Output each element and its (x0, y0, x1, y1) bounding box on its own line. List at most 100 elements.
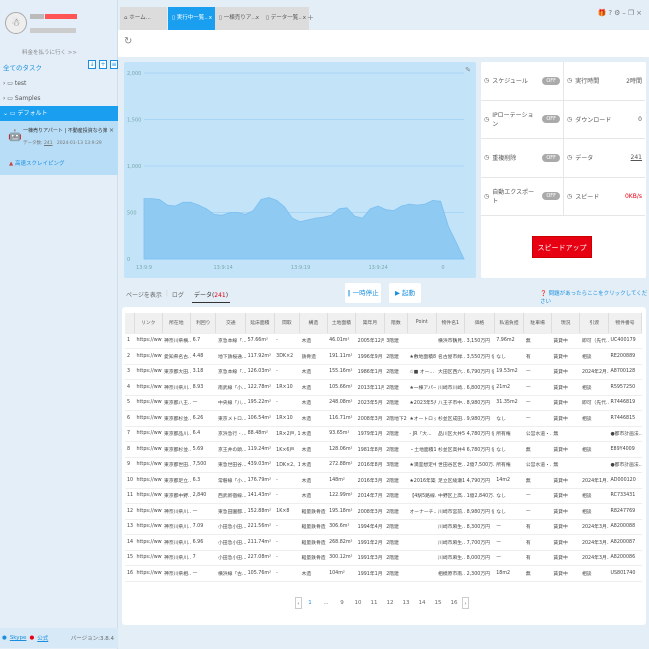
link-cell[interactable]: https://www... (134, 333, 163, 349)
all-tasks-label[interactable]: 全てのタスク (3, 64, 42, 72)
tab-task[interactable]: ▯ 一棟売りア... x (215, 7, 262, 30)
page-...[interactable]: ... (323, 600, 329, 606)
tree-node-test[interactable]: › ▭ test (3, 80, 27, 87)
page-12[interactable]: 12 (386, 600, 394, 606)
link-cell[interactable]: https://www... (134, 364, 163, 380)
tab-running[interactable]: ▯ 実行中一覧.. x (168, 7, 215, 30)
column-header[interactable]: 物件名1 (436, 313, 466, 334)
column-header[interactable]: 私道負担 (494, 313, 525, 334)
column-header[interactable]: 利回り (190, 313, 217, 334)
table-row[interactable]: 12https://www...神奈川県川...—東急田園都...152.88m… (125, 503, 642, 520)
table-row[interactable]: 1https://www...神奈川県横...6.7京急本線「...57.66m… (125, 333, 642, 349)
table-row[interactable]: 2https://www...愛知県名古...4.48地下鉄桜通...117.9… (125, 348, 642, 365)
help-link[interactable]: ❓ 問題があったらここをクリックしてください (540, 291, 648, 305)
table-row[interactable]: 16https://www...神奈川県相...—横浜線「古...105.76m… (125, 565, 642, 582)
table-row[interactable]: 4https://www...神奈川県川...8.93南武線「小...122.7… (125, 379, 642, 396)
next-page-button[interactable]: › (462, 597, 469, 609)
start-button[interactable]: ▶ 起動 (389, 283, 421, 303)
table-row[interactable]: 9https://www...東京都世田...7,500東急世田谷...439.… (125, 457, 642, 473)
link-cell[interactable]: https://www... (134, 488, 163, 504)
close-icon[interactable]: x (302, 15, 306, 21)
link-cell[interactable]: https://www... (134, 550, 163, 566)
avatar[interactable]: ☃ (5, 12, 27, 34)
chevron-down-icon[interactable]: ⌄ (557, 266, 567, 274)
table-row[interactable]: 8https://www...東京都杉並...5.69京王井の頭...119.2… (125, 441, 642, 458)
table-row[interactable]: 5https://www...東京都八王...—中央線「八...195.22m²… (125, 395, 642, 411)
column-header[interactable]: 交通 (215, 313, 247, 334)
speedup-button[interactable]: スピードアップ ⌄ (532, 236, 592, 274)
link-cell[interactable]: https://www... (134, 565, 163, 582)
link-cell[interactable]: https://www... (134, 503, 163, 520)
column-header[interactable] (125, 313, 135, 334)
edit-icon[interactable]: ✎ (465, 66, 471, 74)
link-cell[interactable]: https://www... (134, 472, 163, 489)
table-row[interactable]: 3https://www...東京都大田...3.18京急本線「...126.0… (125, 364, 642, 380)
scrape-mode[interactable]: 高速スクレイピング (14, 161, 65, 167)
task-card[interactable]: 🤖 一棟売りアパート | 不動産投資なら楽待(不... × データ数: 241 … (0, 121, 118, 175)
toggle-switch[interactable]: OFF (542, 115, 560, 124)
link-cell[interactable]: https://www... (134, 426, 163, 442)
table-row[interactable]: 10https://www...東京都足立...6.3常磐線「小...176.7… (125, 472, 642, 489)
close-task-icon[interactable]: × (109, 127, 115, 134)
link-cell[interactable]: https://www... (134, 534, 163, 551)
toggle-switch[interactable]: OFF (542, 153, 560, 162)
data-count[interactable]: 241 (43, 141, 53, 146)
tab-home[interactable]: ⌂ ホーム... (120, 7, 167, 30)
toggle-switch[interactable]: OFF (542, 76, 560, 85)
page-14[interactable]: 14 (418, 600, 426, 606)
link-cell[interactable]: https://www... (134, 348, 163, 365)
column-header[interactable]: 価格 (464, 313, 495, 334)
restore-icon[interactable]: ❐ (627, 9, 637, 17)
tab-show-page[interactable]: ページを表示 (126, 292, 162, 299)
official-link[interactable]: 公式 (37, 636, 49, 642)
gift-icon[interactable]: 🎁 (597, 9, 609, 17)
page-15[interactable]: 15 (434, 600, 442, 606)
tree-node-default[interactable]: ⌄ ▭ デフォルト (0, 106, 118, 121)
add-task-icon[interactable]: + (99, 60, 107, 69)
column-header[interactable]: 物件番号 (608, 313, 642, 334)
page-9[interactable]: 9 (340, 600, 344, 606)
import-icon[interactable]: ↓ (88, 60, 96, 69)
column-header[interactable]: 階数 (384, 313, 408, 334)
column-header[interactable]: 引渡 (579, 313, 609, 334)
column-header[interactable]: 構造 (299, 313, 328, 334)
close-icon[interactable]: x (208, 15, 212, 21)
prev-page-button[interactable]: ‹ (295, 597, 302, 609)
new-tab-button[interactable]: + (307, 13, 314, 22)
pause-button[interactable]: ∥ 一時停止 (345, 283, 381, 303)
column-header[interactable]: 築年月 (355, 313, 385, 334)
tab-data[interactable]: ▯ データ一覧.. x (262, 7, 309, 30)
column-header[interactable]: 現況 (551, 313, 581, 334)
link-cell[interactable]: https://www... (134, 441, 163, 458)
pay-link[interactable]: 料金を払うに行く >> (22, 50, 77, 56)
close-window-icon[interactable]: × (636, 9, 644, 17)
minimize-icon[interactable]: – (622, 9, 628, 17)
page-1[interactable]: 1 (308, 600, 312, 606)
table-row[interactable]: 13https://www...神奈川県川...7.09小田急小田...221.… (125, 519, 642, 535)
column-header[interactable]: 間取 (274, 313, 301, 334)
column-header[interactable]: 所在地 (162, 313, 192, 334)
column-header[interactable]: 土地面積 (327, 313, 357, 334)
link-cell[interactable]: https://www... (134, 395, 163, 411)
table-row[interactable]: 6https://www...東京都杉並...6.26東京メトロ...106.5… (125, 410, 642, 427)
column-header[interactable]: リンク (134, 313, 163, 334)
help-icon[interactable]: ? (608, 9, 615, 17)
refresh-icon[interactable]: ↻ (124, 36, 133, 47)
table-row[interactable]: 11https://www...東京都中野...2,840西武新宿線...141… (125, 488, 642, 504)
tab-data-results[interactable]: データ(241) (191, 290, 231, 303)
link-cell[interactable]: https://www... (134, 519, 163, 535)
page-13[interactable]: 13 (402, 600, 410, 606)
link-cell[interactable]: https://www... (134, 457, 163, 473)
table-row[interactable]: 14https://www...神奈川県川...6.96小田急小田...211.… (125, 534, 642, 551)
close-icon[interactable]: x (255, 15, 259, 21)
column-header[interactable]: 延床面積 (245, 313, 275, 334)
page-11[interactable]: 11 (370, 600, 378, 606)
link-cell[interactable]: https://www... (134, 410, 163, 427)
tree-node-samples[interactable]: › ▭ Samples (3, 95, 41, 102)
column-header[interactable]: 駐車場 (523, 313, 552, 334)
settings-icon[interactable]: ⚙ (614, 9, 623, 17)
link-cell[interactable]: https://www... (134, 379, 163, 396)
page-16[interactable]: 16 (450, 600, 458, 606)
column-header[interactable]: Point (407, 313, 437, 334)
